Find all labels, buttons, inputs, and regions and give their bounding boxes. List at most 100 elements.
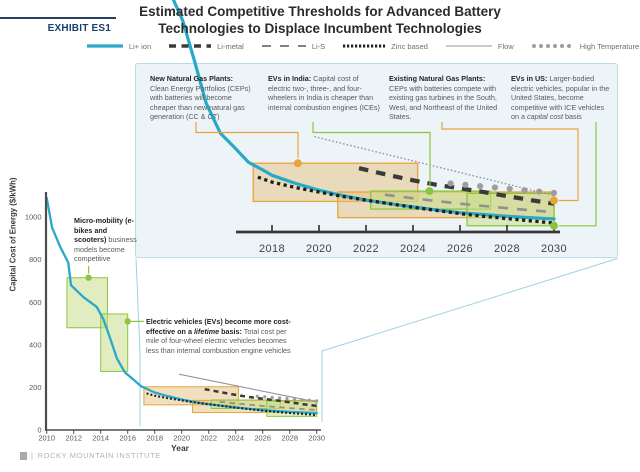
- high-temp-line-swatch-icon: [531, 37, 575, 55]
- legend: Li+ ion Li-metal Li-S Zinc based Flow Hi…: [86, 37, 639, 55]
- series-point-high-temp: [300, 398, 304, 402]
- annotation-heading: basis:: [219, 326, 242, 336]
- series-line-flow: [178, 373, 317, 403]
- main-x-tick-label: 2020: [173, 434, 190, 443]
- exhibit-badge: EXHIBIT ES1: [0, 17, 116, 34]
- annotation-heading: Existing Natural Gas Plants:: [389, 74, 486, 83]
- main-x-tick-label: 2014: [92, 434, 109, 443]
- series-point-high-temp: [263, 395, 267, 399]
- inset-series-point-high-temp: [550, 189, 558, 196]
- inset-x-tick-label: 2022: [353, 243, 379, 255]
- inset-x-tick-label: 2020: [306, 243, 332, 255]
- inset-threshold-box-evs_us: [466, 192, 555, 227]
- main-callout-dot-micro_mobility: [85, 274, 92, 281]
- legend-item-li-metal: Li-metal: [168, 37, 244, 55]
- threshold-box-ev_lifetime: [100, 313, 129, 372]
- series-point-high-temp: [277, 396, 282, 400]
- inset-series-point-high-temp: [521, 187, 528, 194]
- main-x-tick-label: 2010: [38, 434, 55, 443]
- inset-series-line-flow: [314, 135, 555, 197]
- legend-item-zinc: Zinc based: [342, 37, 428, 55]
- annotation-body: business models become competitive: [74, 235, 137, 264]
- inset-x-tick-label: 2018: [259, 243, 285, 255]
- legend-item-flow: Flow: [445, 37, 514, 55]
- inset-series-point-high-temp: [477, 183, 484, 190]
- inset-x-tick-label: 2026: [447, 243, 473, 255]
- inset-callout-dot-existing_gas: [550, 196, 558, 205]
- inset-series-line-li_ion: [171, 0, 556, 221]
- annotation-evs-us: EVs in US: Larger-bodied electric vehicl…: [511, 74, 613, 122]
- annotation-body: CEPs with batteries compete with existin…: [389, 83, 498, 122]
- main-x-tick-label: 2030: [308, 434, 325, 443]
- inset-x-tick-label: 2024: [400, 243, 426, 255]
- series-point-high-temp: [307, 398, 311, 402]
- page-title: Estimated Competitive Thresholds for Adv…: [100, 4, 540, 37]
- series-line-li_s: [219, 400, 317, 411]
- annotation-body: Larger-bodied electric vehicles, popular…: [511, 74, 610, 122]
- main-y-tick-label: 200: [29, 383, 42, 392]
- inset-series-line-zinc: [257, 175, 555, 225]
- legend-label: Li-metal: [217, 41, 244, 51]
- main-y-tick-label: 600: [29, 298, 42, 307]
- series-point-high-temp: [270, 395, 274, 400]
- main-y-tick-label: 400: [29, 340, 42, 349]
- annotation-body: Total cost per mile of four-wheel electr…: [146, 326, 291, 355]
- li-s-line-swatch-icon: [261, 37, 307, 55]
- inset-series-point-high-temp: [506, 185, 513, 192]
- annotation-body: basis: [562, 112, 582, 122]
- x-axis-label: Year: [171, 443, 189, 453]
- footer-text: ROCKY MOUNTAIN INSTITUTE: [37, 451, 161, 460]
- inset-series-line-li_s: [384, 193, 555, 214]
- main-callout-dot-ev_lifetime: [124, 318, 131, 325]
- main-y-tick-label: 0: [37, 426, 41, 435]
- legend-label: High Temperature: [579, 41, 640, 51]
- inset-series-point-high-temp: [462, 181, 469, 188]
- annotation-heading: EVs in US:: [511, 74, 548, 83]
- title-line-1: Estimated Competitive Thresholds for Adv…: [139, 4, 501, 19]
- main-y-tick-label: 800: [29, 255, 42, 264]
- legend-label: Flow: [497, 41, 514, 51]
- legend-item-li-ion: Li+ ion: [86, 37, 151, 55]
- annotation-heading: EVs in India:: [268, 74, 312, 83]
- annotation-ev-lifetime: Electric vehicles (EVs) become more cost…: [146, 317, 298, 355]
- inset-series-point-high-temp: [491, 184, 499, 191]
- inset-series-point-high-temp: [447, 180, 454, 187]
- main-x-tick-label: 2026: [254, 434, 271, 443]
- inset-series-point-high-temp: [536, 188, 543, 195]
- series-point-high-temp: [285, 396, 289, 401]
- lens-connector-line: [321, 258, 618, 422]
- legend-label: Li-S: [311, 41, 326, 51]
- main-x-tick-label: 2016: [119, 434, 136, 443]
- series-line-zinc: [146, 392, 317, 417]
- series-point-high-temp: [292, 397, 297, 401]
- flow-line-swatch-icon: [445, 37, 493, 55]
- title-line-2: Technologies to Displace Incumbent Techn…: [158, 20, 482, 36]
- legend-label: Zinc based: [391, 41, 428, 51]
- main-x-tick-label: 2018: [146, 434, 163, 443]
- li-ion-line-swatch-icon: [86, 37, 124, 55]
- main-x-tick-label: 2022: [200, 434, 217, 443]
- inset-callout-dot-evs_india: [425, 187, 434, 196]
- inset-callout-connector: [195, 122, 299, 158]
- main-x-tick-label: 2028: [281, 434, 298, 443]
- main-x-tick-label: 2024: [227, 434, 244, 443]
- lens-connector-line: [135, 258, 141, 426]
- rmi-logo-icon: [20, 451, 27, 460]
- annotation-heading: New Natural Gas Plants:: [150, 74, 234, 83]
- zinc-line-swatch-icon: [342, 37, 386, 55]
- annotation-heading: Micro-mobility (e-bikes and scooters): [74, 216, 134, 245]
- annotation-micro-mobility: Micro-mobility (e-bikes and scooters) bu…: [74, 216, 140, 264]
- legend-item-li-s: Li-S: [261, 37, 325, 55]
- inset-x-tick-label: 2028: [494, 243, 520, 255]
- annotation-heading: Electric vehicles (EVs) become more cost…: [146, 317, 291, 336]
- annotation-body: Clean Energy Portfolios (CEPs) with batt…: [150, 83, 251, 122]
- series-point-high-temp: [315, 399, 319, 403]
- annotation-existing-natural-gas: Existing Natural Gas Plants: CEPs with ba…: [389, 74, 503, 122]
- inset-callout-dot-evs_us: [550, 221, 558, 230]
- series-line-li_metal: [204, 387, 317, 408]
- main-x-tick-label: 2012: [65, 434, 82, 443]
- annotation-evs-india: EVs in India: Capital cost of electric t…: [268, 74, 382, 112]
- legend-label: Li+ ion: [128, 41, 152, 51]
